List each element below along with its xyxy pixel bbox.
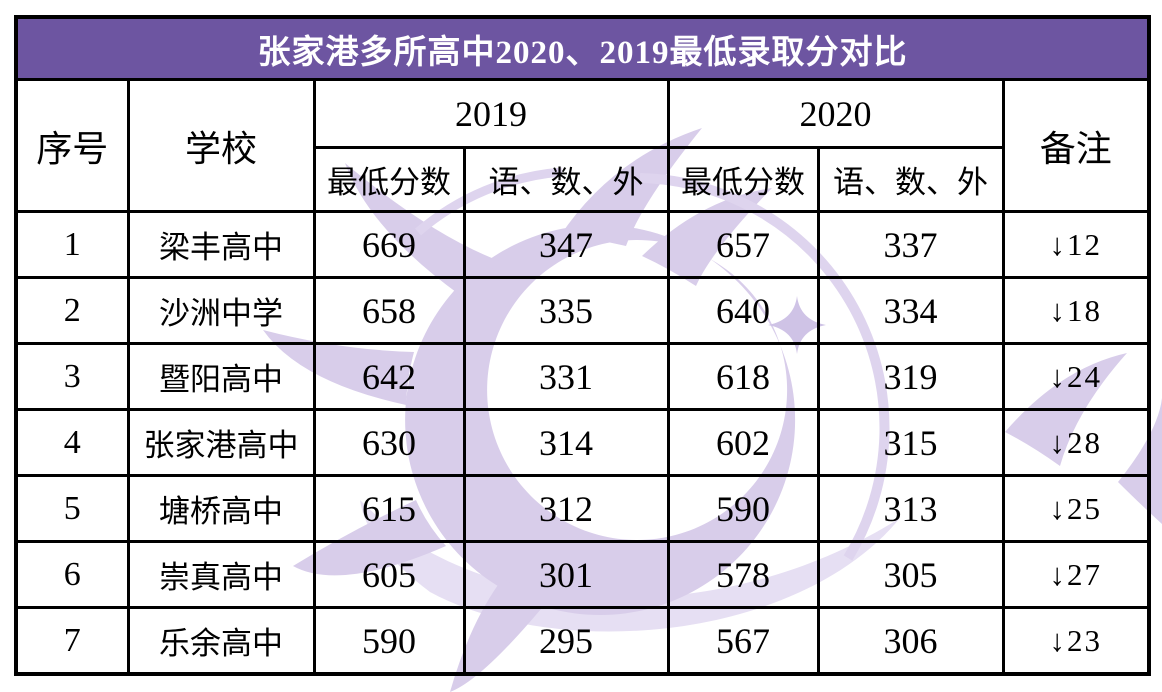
cell-min-2020: 602 — [666, 408, 820, 477]
cell-min-2019: 605 — [312, 540, 466, 609]
table-title-bar: 张家港多所高中2020、2019最低录取分对比 — [14, 15, 1151, 81]
cell-seq: 5 — [14, 474, 130, 543]
table-row: 7 乐余高中 590 295 567 306 ↓23 — [14, 606, 1151, 676]
cell-min-2020: 657 — [666, 210, 820, 279]
cell-subjects-2020: 306 — [816, 606, 1005, 676]
cell-seq: 6 — [14, 540, 130, 609]
col-header-remark: 备注 — [1001, 78, 1151, 213]
col-header-subjects-2020: 语、数、外 — [816, 146, 1005, 213]
cell-min-2019: 615 — [312, 474, 466, 543]
cell-subjects-2020: 313 — [816, 474, 1005, 543]
cell-subjects-2019: 295 — [462, 606, 670, 676]
cell-min-2020: 590 — [666, 474, 820, 543]
page-title: 张家港多所高中2020、2019最低录取分对比 — [14, 15, 1151, 81]
cell-remark: ↓24 — [1001, 342, 1151, 411]
score-comparison-table: 张家港多所高中2020、2019最低录取分对比 序号 学校 2019 2020 … — [14, 15, 1152, 676]
table-row: 3 暨阳高中 642 331 618 319 ↓24 — [14, 342, 1151, 411]
year-header-row: 序号 学校 2019 2020 备注 — [14, 78, 1151, 213]
cell-subjects-2019: 331 — [462, 342, 670, 411]
cell-min-2019: 642 — [312, 342, 466, 411]
table-row: 5 塘桥高中 615 312 590 313 ↓25 — [14, 474, 1151, 543]
cell-subjects-2019: 314 — [462, 408, 670, 477]
table-row: 4 张家港高中 630 314 602 315 ↓28 — [14, 408, 1151, 477]
cell-seq: 7 — [14, 606, 130, 676]
cell-subjects-2020: 305 — [816, 540, 1005, 609]
cell-subjects-2019: 347 — [462, 210, 670, 279]
cell-min-2019: 658 — [312, 276, 466, 345]
cell-min-2020: 567 — [666, 606, 820, 676]
cell-school: 崇真高中 — [126, 540, 316, 609]
col-header-min-2020: 最低分数 — [666, 146, 820, 213]
cell-school: 张家港高中 — [126, 408, 316, 477]
col-header-min-2019: 最低分数 — [312, 146, 466, 213]
cell-remark: ↓18 — [1001, 276, 1151, 345]
cell-min-2019: 630 — [312, 408, 466, 477]
cell-remark: ↓25 — [1001, 474, 1151, 543]
cell-seq: 4 — [14, 408, 130, 477]
cell-subjects-2020: 319 — [816, 342, 1005, 411]
cell-min-2020: 578 — [666, 540, 820, 609]
cell-remark: ↓27 — [1001, 540, 1151, 609]
cell-subjects-2019: 312 — [462, 474, 670, 543]
cell-school: 暨阳高中 — [126, 342, 316, 411]
cell-subjects-2020: 334 — [816, 276, 1005, 345]
cell-seq: 2 — [14, 276, 130, 345]
col-header-subjects-2019: 语、数、外 — [462, 146, 670, 213]
col-header-seq: 序号 — [14, 78, 130, 213]
cell-min-2019: 590 — [312, 606, 466, 676]
cell-remark: ↓23 — [1001, 606, 1151, 676]
table-row: 2 沙洲中学 658 335 640 334 ↓18 — [14, 276, 1151, 345]
cell-subjects-2019: 301 — [462, 540, 670, 609]
cell-min-2020: 618 — [666, 342, 820, 411]
cell-min-2020: 640 — [666, 276, 820, 345]
cell-remark: ↓28 — [1001, 408, 1151, 477]
col-group-2019: 2019 — [312, 78, 670, 149]
cell-school: 沙洲中学 — [126, 276, 316, 345]
cell-subjects-2020: 315 — [816, 408, 1005, 477]
cell-seq: 3 — [14, 342, 130, 411]
cell-seq: 1 — [14, 210, 130, 279]
cell-remark: ↓12 — [1001, 210, 1151, 279]
col-header-school: 学校 — [126, 78, 316, 213]
cell-subjects-2019: 335 — [462, 276, 670, 345]
table-row: 6 崇真高中 605 301 578 305 ↓27 — [14, 540, 1151, 609]
table-row: 1 梁丰高中 669 347 657 337 ↓12 — [14, 210, 1151, 279]
cell-school: 梁丰高中 — [126, 210, 316, 279]
cell-min-2019: 669 — [312, 210, 466, 279]
cell-school: 乐余高中 — [126, 606, 316, 676]
sub-header-row: 最低分数 语、数、外 最低分数 语、数、外 — [16, 146, 1149, 213]
cell-school: 塘桥高中 — [126, 474, 316, 543]
col-group-2020: 2020 — [666, 78, 1005, 149]
cell-subjects-2020: 337 — [816, 210, 1005, 279]
